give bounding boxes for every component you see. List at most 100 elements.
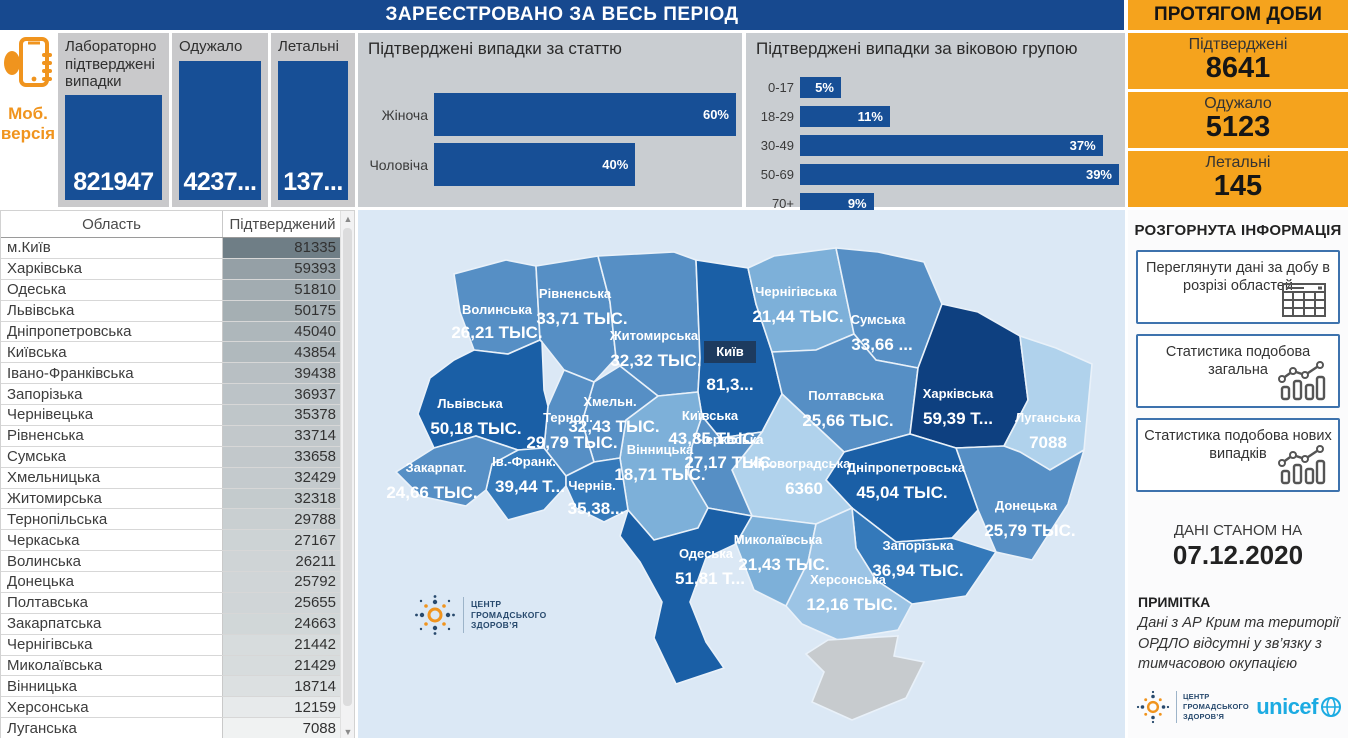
scrollbar-thumb[interactable] — [343, 228, 352, 706]
gender-bar-bar[interactable]: 40% — [434, 143, 636, 186]
daily-statistics-new-cases-button[interactable]: Статистика подобова нових випадків — [1136, 418, 1340, 492]
table-cell-region: Запорізька — [1, 384, 223, 404]
map-region-odesa[interactable] — [619, 507, 754, 685]
side-panel: РОЗГОРНУТА ІНФОРМАЦІЯ Переглянути дані з… — [1128, 210, 1348, 738]
table-cell-confirmed: 43854 — [223, 342, 342, 363]
table-row[interactable]: Тернопільська 29788 — [1, 509, 342, 531]
table-row[interactable]: Дніпропетровська 45040 — [1, 321, 342, 343]
table-cell-confirmed: 36937 — [223, 384, 342, 404]
table-row[interactable]: м.Київ 81335 — [1, 238, 342, 259]
kpi-card-value: 4237... — [183, 168, 257, 196]
table-scrollbar[interactable]: ▲ ▼ — [340, 211, 354, 738]
table-cell-region: Волинська — [1, 551, 223, 571]
table-row[interactable]: Полтавська 25655 — [1, 592, 342, 614]
age-bar-bar[interactable]: 37% — [800, 135, 1103, 156]
table-row[interactable]: Донецька 25792 — [1, 572, 342, 593]
age-bar-track: 9% — [800, 193, 1119, 214]
table-cell-confirmed: 29788 — [223, 509, 342, 530]
age-bar-row: 30-49 37% — [754, 135, 1119, 156]
page-title: ЗАРЕЄСТРОВАНО ЗА ВЕСЬ ПЕРІОД — [0, 0, 1124, 30]
table-row[interactable]: Чернівецька 35378 — [1, 405, 342, 426]
table-cell-region: м.Київ — [1, 238, 223, 258]
table-row[interactable]: Одеська 51810 — [1, 279, 342, 301]
age-bar-track: 39% — [800, 164, 1119, 185]
table-cell-confirmed: 59393 — [223, 258, 342, 279]
table-row[interactable]: Херсонська 12159 — [1, 697, 342, 719]
table-cell-confirmed: 7088 — [223, 718, 342, 738]
button-label: Переглянути дані за добу в розрізі облас… — [1146, 260, 1330, 295]
unicef-globe-icon — [1321, 697, 1341, 717]
daily-statistics-total-button[interactable]: Статистика подобова загальна — [1136, 334, 1340, 408]
map-region-kherson[interactable] — [785, 506, 914, 641]
table-row[interactable]: Закарпатська 24663 — [1, 613, 342, 635]
note-text: Дані з АР Крим та території ОРДЛО відсут… — [1138, 615, 1340, 673]
table-row[interactable]: Запорізька 36937 — [1, 384, 342, 405]
map-region-lviv[interactable] — [417, 339, 549, 451]
phc-logo-icon — [1136, 690, 1170, 724]
ukraine-map-panel: Волинська 26,21 ТЫС. Рівненська 33,71 ТЫС. Ж… — [358, 210, 1125, 738]
kyiv-label-box — [704, 341, 756, 363]
scroll-up-icon[interactable]: ▲ — [343, 213, 353, 224]
gender-bar-bar[interactable]: 60% — [434, 93, 736, 136]
table-cell-region: Донецька — [1, 572, 223, 592]
map-region-crimea — [804, 635, 926, 721]
age-bar-value: 37% — [1069, 138, 1096, 153]
table-row[interactable]: Черкаська 27167 — [1, 530, 342, 552]
table-row[interactable]: Волинська 26211 — [1, 551, 342, 572]
table-row[interactable]: Львівська 50175 — [1, 300, 342, 322]
daily-card-value: 145 — [1213, 170, 1263, 202]
table-cell-region: Закарпатська — [1, 613, 223, 634]
age-bar-bar[interactable]: 9% — [800, 193, 874, 214]
table-header-confirmed[interactable]: Підтверджений — [223, 211, 342, 237]
table-row[interactable]: Житомирська 32318 — [1, 488, 342, 510]
table-row[interactable]: Луганська 7088 — [1, 718, 342, 738]
table-row[interactable]: Чернігівська 21442 — [1, 634, 342, 656]
age-bar-bar[interactable]: 39% — [800, 164, 1119, 185]
daily-card-value: 8641 — [1205, 52, 1271, 84]
table-icon — [1282, 283, 1326, 317]
daily-card-deaths: Летальні 145 — [1128, 151, 1348, 207]
table-row[interactable]: Київська 43854 — [1, 342, 342, 364]
table-cell-region: Житомирська — [1, 488, 223, 509]
map-region-zakarpattia[interactable] — [394, 435, 521, 507]
map-attribution: ЦЕНТР ГРОМАДСЬКОГО ЗДОРОВ’Я — [414, 594, 547, 636]
gender-bar-label: Чоловіча — [369, 156, 428, 173]
table-row[interactable]: Миколаївська 21429 — [1, 655, 342, 677]
table-row[interactable]: Вінницька 18714 — [1, 676, 342, 698]
table-cell-region: Київська — [1, 342, 223, 363]
mobile-label-line2: версія — [0, 124, 56, 144]
table-row[interactable]: Сумська 33658 — [1, 446, 342, 468]
table-cell-region: Полтавська — [1, 592, 223, 613]
age-bar-row: 18-29 11% — [754, 106, 1119, 127]
kpi-card-label: Лабораторно підтверджені випадки — [65, 38, 157, 91]
map-region-donetsk[interactable] — [954, 445, 1086, 561]
age-bar-value: 11% — [857, 109, 883, 124]
age-bar-bar[interactable]: 5% — [800, 77, 841, 98]
table-cell-region: Тернопільська — [1, 509, 223, 530]
table-header-region[interactable]: Область — [1, 211, 223, 237]
mobile-version-badge[interactable]: Моб. версія — [0, 33, 56, 207]
table-cell-confirmed: 24663 — [223, 613, 342, 634]
table-cell-region: Івано-Франківська — [1, 363, 223, 384]
map-region-volyn[interactable] — [453, 259, 541, 355]
age-bar-bar[interactable]: 11% — [800, 106, 890, 127]
table-row[interactable]: Харківська 59393 — [1, 258, 342, 280]
table-row[interactable]: Івано-Франківська 39438 — [1, 363, 342, 385]
kpi-card-recovered-total: Одужало 4237... — [172, 33, 268, 207]
phc-logo-line3: ЗДОРОВ’Я — [1183, 711, 1225, 721]
table-cell-confirmed: 33714 — [223, 425, 342, 446]
view-daily-by-region-button[interactable]: Переглянути дані за добу в розрізі облас… — [1136, 250, 1340, 324]
table-cell-region: Рівненська — [1, 425, 223, 446]
scroll-down-icon[interactable]: ▼ — [343, 726, 353, 737]
age-chart-panel: Підтверджені випадки за віковою групою 0… — [746, 33, 1125, 214]
map-region-chernivtsi[interactable] — [565, 457, 629, 523]
mobile-label-line1: Моб. — [8, 104, 48, 123]
daily-card-confirmed: Підтверджені 8641 — [1128, 33, 1348, 89]
table-row[interactable]: Хмельницька 32429 — [1, 467, 342, 489]
data-as-of-date: 07.12.2020 — [1172, 540, 1304, 570]
daily-section-title: ПРОТЯГОМ ДОБИ — [1128, 0, 1348, 30]
gender-chart-title: Підтверджені випадки за статтю — [368, 39, 622, 58]
table-row[interactable]: Рівненська 33714 — [1, 425, 342, 447]
age-bar-value: 39% — [1085, 167, 1112, 182]
